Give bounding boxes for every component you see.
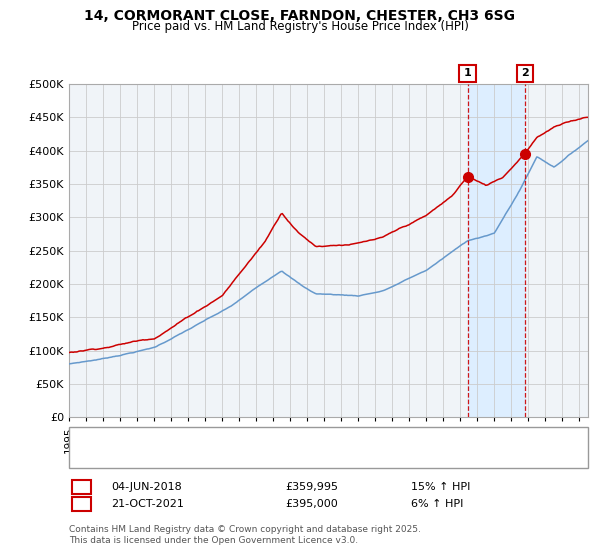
Text: Price paid vs. HM Land Registry's House Price Index (HPI): Price paid vs. HM Land Registry's House … (131, 20, 469, 34)
Text: 1: 1 (77, 480, 86, 494)
Text: 14, CORMORANT CLOSE, FARNDON, CHESTER, CH3 6SG (detached house): 14, CORMORANT CLOSE, FARNDON, CHESTER, C… (105, 433, 480, 444)
Text: 15% ↑ HPI: 15% ↑ HPI (411, 482, 470, 492)
Bar (467, 84, 525, 417)
Text: £395,000: £395,000 (285, 499, 338, 509)
Text: 04-JUN-2018: 04-JUN-2018 (111, 482, 182, 492)
Text: 21-OCT-2021: 21-OCT-2021 (111, 499, 184, 509)
Text: 2: 2 (77, 497, 86, 511)
Text: HPI: Average price, detached house, Cheshire West and Chester: HPI: Average price, detached house, Ches… (105, 451, 429, 461)
Text: ——: —— (84, 432, 112, 446)
Text: Contains HM Land Registry data © Crown copyright and database right 2025.
This d: Contains HM Land Registry data © Crown c… (69, 525, 421, 545)
Text: 6% ↑ HPI: 6% ↑ HPI (411, 499, 463, 509)
Text: 2: 2 (521, 68, 529, 78)
Text: 1: 1 (464, 68, 472, 78)
Text: 14, CORMORANT CLOSE, FARNDON, CHESTER, CH3 6SG: 14, CORMORANT CLOSE, FARNDON, CHESTER, C… (85, 9, 515, 23)
Text: ——: —— (84, 449, 112, 463)
Text: £359,995: £359,995 (285, 482, 338, 492)
